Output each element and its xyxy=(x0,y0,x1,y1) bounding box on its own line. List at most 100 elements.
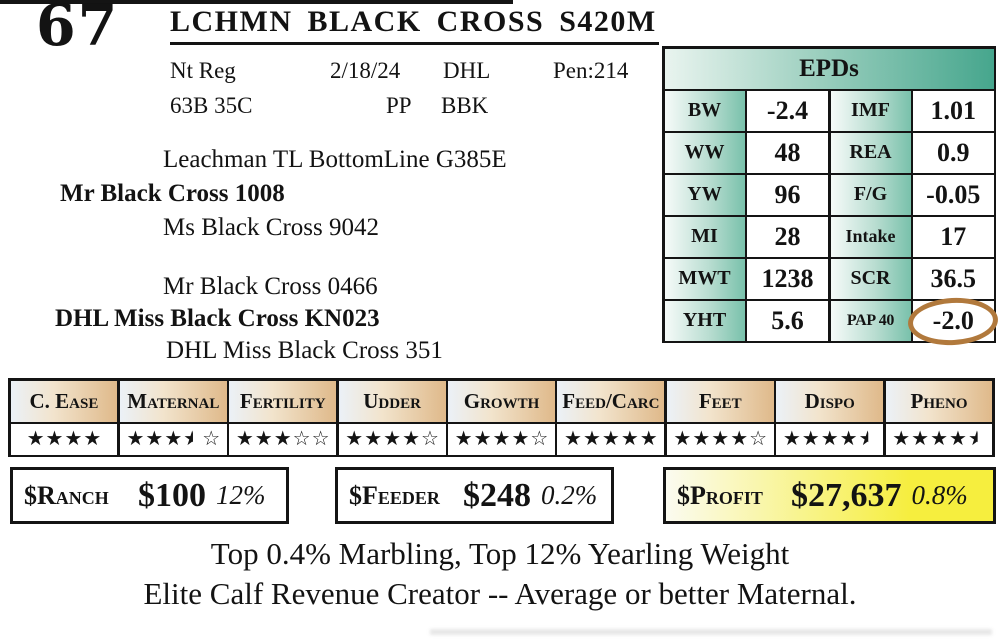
star-rating-growth: ★ ★ ★ ★ ☆ xyxy=(448,424,555,455)
feeder-index-box: $Feeder $248 0.2% xyxy=(335,467,614,524)
trait-header-pheno: Pheno xyxy=(885,380,993,422)
feeder-percentile: 0.2% xyxy=(541,480,598,510)
dam-granddam: DHL Miss Black Cross 351 xyxy=(166,337,443,364)
full-star-icon: ★ xyxy=(582,428,601,451)
star-rating-cease: ★ ★ ★ ★ xyxy=(10,424,118,455)
full-star-icon: ★ xyxy=(801,428,820,451)
empty-star-icon: ☆ xyxy=(292,428,311,451)
reg-status: Nt Reg xyxy=(170,58,236,83)
epd-value-imf: 1.01 xyxy=(913,91,994,131)
full-star-icon: ★ xyxy=(383,428,402,451)
full-star-icon: ★ xyxy=(730,428,749,451)
star-rating-feet: ★ ★ ★ ★ ☆ xyxy=(666,424,774,455)
full-star-icon: ★ xyxy=(254,428,273,451)
full-star-icon: ★ xyxy=(820,428,839,451)
profit-percentile: 0.8% xyxy=(911,480,968,510)
epd-value-fg: -0.05 xyxy=(913,175,994,215)
full-star-icon: ★ xyxy=(839,428,858,451)
empty-star-icon: ☆ xyxy=(311,428,330,451)
full-star-icon: ★ xyxy=(492,428,511,451)
full-star-icon: ★ xyxy=(911,428,930,451)
epd-label-imf: IMF xyxy=(830,91,911,131)
epd-value-scr: 36.5 xyxy=(913,259,994,299)
empty-star-icon: ☆ xyxy=(749,428,768,451)
page-edge-artifact xyxy=(0,0,513,4)
ranch-value: $100 xyxy=(138,476,206,514)
birth-date: 2/18/24 xyxy=(330,58,401,83)
epd-label-rea: REA xyxy=(830,133,911,173)
half-star-icon: ★ xyxy=(183,428,202,451)
breeding-code: BBK xyxy=(441,93,489,118)
star-rating-udder: ★ ★ ★ ★ ☆ xyxy=(338,424,446,455)
scan-artifact xyxy=(430,629,992,635)
full-star-icon: ★ xyxy=(126,428,145,451)
star-rating-fertility: ★ ★ ★ ☆ ☆ xyxy=(229,424,337,455)
profit-value: $27,637 xyxy=(791,476,902,514)
full-star-icon: ★ xyxy=(145,428,164,451)
full-star-icon: ★ xyxy=(45,428,64,451)
full-star-icon: ★ xyxy=(364,428,383,451)
empty-star-icon: ☆ xyxy=(530,428,549,451)
full-star-icon: ★ xyxy=(564,428,582,451)
tattoo: 63B 35C xyxy=(170,93,253,118)
half-star-icon: ★ xyxy=(967,428,986,451)
full-star-icon: ★ xyxy=(235,428,254,451)
star-rating-maternal: ★ ★ ★ ★ ☆ xyxy=(119,424,227,455)
full-star-icon: ★ xyxy=(511,428,530,451)
ranch-index-box: $Ranch $100 12% xyxy=(10,467,289,524)
epd-value-rea: 0.9 xyxy=(913,133,994,173)
feeder-label: $Feeder xyxy=(349,480,440,510)
epd-value-pap40: -2.0 xyxy=(913,301,994,341)
half-star-icon: ★ xyxy=(858,428,877,451)
full-star-icon: ★ xyxy=(692,428,711,451)
epd-table: EPDs BW -2.4 IMF 1.01 WW 48 REA 0.9 YW 9… xyxy=(662,46,996,343)
epd-value-yw: 96 xyxy=(747,175,828,215)
footnote-summary: Elite Calf Revenue Creator -- Average or… xyxy=(143,576,857,611)
lot-number: 67 xyxy=(36,0,120,59)
full-star-icon: ★ xyxy=(273,428,292,451)
epd-label-bw: BW xyxy=(664,91,745,131)
full-star-icon: ★ xyxy=(639,428,658,451)
trait-header-cease: C. Ease xyxy=(10,380,118,422)
epd-value-mi: 28 xyxy=(747,217,828,257)
full-star-icon: ★ xyxy=(601,428,620,451)
epd-value-mwt: 1238 xyxy=(747,259,828,299)
feeder-value: $248 xyxy=(463,476,531,514)
pen-number: Pen:214 xyxy=(553,58,629,83)
trait-header-growth: Growth xyxy=(448,380,555,422)
epd-label-mwt: MWT xyxy=(664,259,745,299)
epd-label-fg: F/G xyxy=(830,175,911,215)
epd-label-intake: Intake xyxy=(830,217,911,257)
epd-value-yht: 5.6 xyxy=(747,301,828,341)
star-rating-pheno: ★ ★ ★ ★ ★ xyxy=(885,424,993,455)
full-star-icon: ★ xyxy=(782,428,801,451)
trait-ratings-table: C. Ease Maternal Fertility Udder Growth … xyxy=(8,378,995,457)
full-star-icon: ★ xyxy=(930,428,949,451)
epd-value-bw: -2.4 xyxy=(747,91,828,131)
epd-value-intake: 17 xyxy=(913,217,994,257)
epd-label-yw: YW xyxy=(664,175,745,215)
epd-label-scr: SCR xyxy=(830,259,911,299)
full-star-icon: ★ xyxy=(164,428,183,451)
full-star-icon: ★ xyxy=(673,428,692,451)
full-star-icon: ★ xyxy=(402,428,420,451)
empty-star-icon: ☆ xyxy=(421,428,439,451)
polled-status: PP xyxy=(386,93,412,118)
dam-grandsire: Mr Black Cross 0466 xyxy=(163,273,378,300)
epd-label-pap40: PAP 40 xyxy=(830,301,911,341)
full-star-icon: ★ xyxy=(83,428,102,451)
full-star-icon: ★ xyxy=(473,428,492,451)
trait-header-maternal: Maternal xyxy=(119,380,227,422)
trait-header-dispo: Dispo xyxy=(776,380,884,422)
herd-code: DHL xyxy=(443,58,491,83)
ranch-percentile: 12% xyxy=(216,480,266,510)
dam-name: DHL Miss Black Cross KN023 xyxy=(55,305,380,332)
full-star-icon: ★ xyxy=(711,428,730,451)
trait-header-feet: Feet xyxy=(666,380,774,422)
sire-grandsire: Leachman TL BottomLine G385E xyxy=(163,146,507,173)
epd-label-ww: WW xyxy=(664,133,745,173)
sire-name: Mr Black Cross 1008 xyxy=(60,180,285,207)
full-star-icon: ★ xyxy=(949,428,967,451)
full-star-icon: ★ xyxy=(454,428,473,451)
